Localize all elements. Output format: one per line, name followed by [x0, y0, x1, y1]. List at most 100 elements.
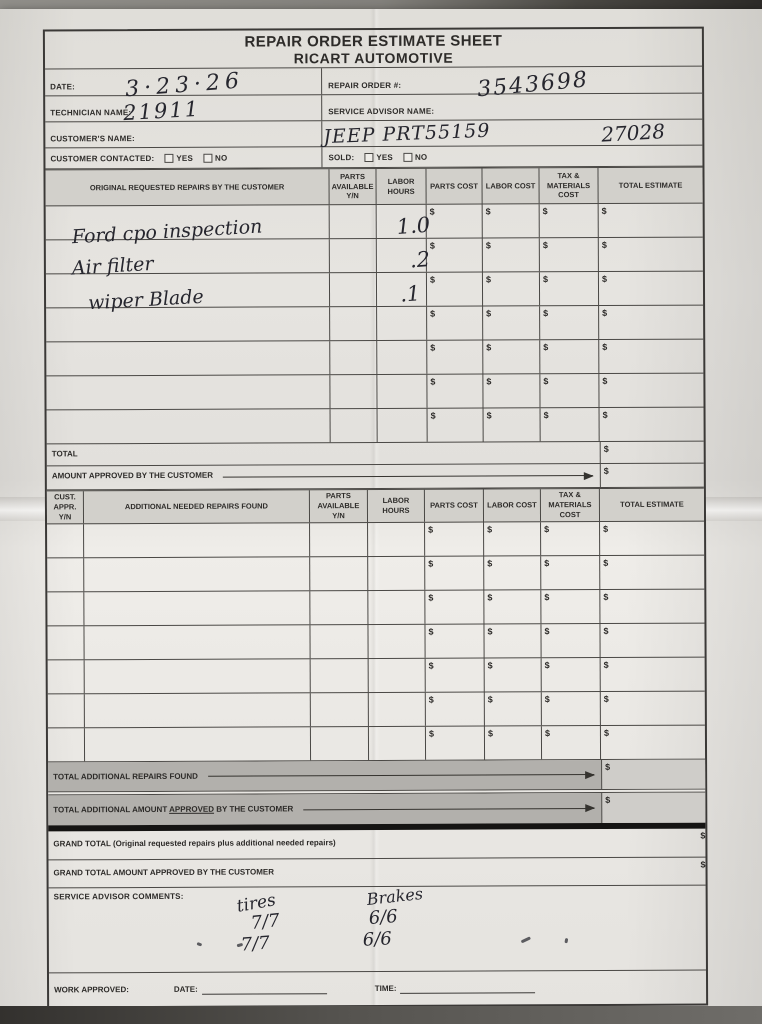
table1-row: Air filter .2 $ $ $ $: [45, 237, 703, 279]
dollar-sign: $: [487, 592, 493, 603]
contacted-label: CUSTOMER CONTACTED:: [50, 153, 155, 163]
dollar-sign: $: [544, 592, 550, 603]
dollar-sign: $: [428, 694, 434, 705]
dollar-sign: $: [428, 660, 434, 671]
dollar-sign: $: [430, 376, 436, 387]
dollar-sign: $: [428, 558, 434, 569]
dollar-sign: $: [486, 410, 492, 421]
contacted-no-checkbox: [202, 153, 213, 163]
table1-header-parts-available: PARTS AVAILABLE Y/N: [329, 168, 377, 205]
customer-label: CUSTOMER'S NAME:: [50, 134, 135, 144]
table2-row: $ $ $ $: [47, 555, 705, 593]
dollar-sign: $: [487, 694, 493, 705]
grand-total-approved-cell: $: [697, 858, 705, 885]
table1-header-labor-hours: LABOR HOURS: [376, 168, 427, 204]
grand-total-approved-row: GRAND TOTAL AMOUNT APPROVED BY THE CUSTO…: [48, 857, 706, 889]
dollar-sign: $: [601, 239, 607, 251]
sold-label: SOLD:: [328, 152, 355, 162]
table1-total-row: TOTAL $: [46, 441, 704, 467]
dollar-sign: $: [603, 727, 609, 739]
dollar-sign: $: [430, 308, 436, 319]
dollar-sign: $: [428, 626, 434, 637]
paper-sheet: REPAIR ORDER ESTIMATE SHEET RICART AUTOM…: [0, 9, 762, 1009]
table1-header-tax-materials: TAX & MATERIALS COST: [539, 168, 599, 204]
table1-row: $ $ $ $: [46, 373, 704, 411]
handwritten-tires-front: 7/7: [249, 909, 281, 934]
work-approved-row: WORK APPROVED: DATE: TIME:: [49, 971, 706, 1007]
dollar-sign: $: [486, 376, 492, 387]
pen-mark: [520, 936, 532, 944]
table2-row: $ $ $ $: [47, 691, 705, 729]
service-advisor-comments: SERVICE ADVISOR COMMENTS: tires 7/7 7/7 …: [48, 884, 706, 974]
sold-no-label: NO: [414, 152, 428, 162]
dollar-sign: $: [601, 273, 607, 285]
total-additional-approved-cell: $: [601, 792, 706, 824]
handwritten-hours-3: .1: [399, 281, 421, 307]
approved-amount-cell: $: [599, 463, 704, 488]
dollar-sign: $: [542, 206, 548, 217]
table2-row: $ $ $ $: [47, 521, 705, 559]
dollar-sign: $: [430, 410, 436, 421]
dollar-sign: $: [429, 206, 435, 217]
comments-label: SERVICE ADVISOR COMMENTS:: [53, 891, 184, 902]
table2-row: $ $ $ $: [47, 589, 705, 627]
table1-header-labor-cost: LABOR COST: [482, 168, 540, 204]
dollar-sign: $: [601, 205, 607, 217]
technician-label: TECHNICIAN NAME:: [50, 108, 132, 118]
grand-total-row: GRAND TOTAL (Original requested repairs …: [48, 828, 706, 861]
handwritten-hours-1: 1.0: [395, 212, 431, 240]
total-additional-repairs-row: TOTAL ADDITIONAL REPAIRS FOUND $: [48, 759, 706, 793]
work-date-label: DATE:: [173, 984, 198, 994]
table2-header-description: ADDITIONAL NEEDED REPAIRS FOUND: [83, 490, 311, 524]
dollar-sign: $: [602, 375, 608, 387]
dollar-sign: $: [486, 342, 492, 353]
dollar-sign: $: [544, 694, 550, 705]
dollar-sign: $: [603, 443, 609, 455]
total-label: TOTAL: [51, 449, 78, 459]
table2-row: $ $ $ $: [47, 725, 706, 763]
sold-field: SOLD: YES NO: [321, 145, 703, 168]
info-row-contacted: CUSTOMER CONTACTED: YES NO SOLD: YES NO: [45, 145, 703, 170]
amount-approved-row: AMOUNT APPROVED BY THE CUSTOMER $: [46, 463, 704, 491]
sold-no-checkbox: [402, 152, 412, 162]
dollar-sign: $: [602, 341, 608, 353]
contacted-yes-checkbox: [164, 153, 174, 163]
table2-header-cust-appr: CUST. APPR. Y/N: [46, 491, 85, 524]
dollar-sign: $: [485, 206, 491, 217]
handwritten-brakes-rear: 6/6: [362, 928, 393, 951]
dollar-sign: $: [542, 240, 548, 251]
dollar-sign: $: [487, 660, 493, 671]
dollar-sign: $: [485, 274, 492, 285]
dollar-sign: $: [700, 859, 706, 870]
work-time-label: TIME:: [374, 983, 397, 994]
table1-header: ORIGINAL REQUESTED REPAIRS BY THE CUSTOM…: [45, 166, 703, 207]
table2-row: $ $ $ $: [47, 657, 705, 695]
table-surface: [0, 1006, 762, 1024]
dollar-sign: $: [544, 660, 550, 671]
dollar-sign: $: [485, 240, 491, 251]
total-additional-amount-cell: $: [601, 759, 706, 790]
dollar-sign: $: [603, 591, 609, 603]
grand-total-approved-label: GRAND TOTAL AMOUNT APPROVED BY THE CUSTO…: [53, 867, 275, 878]
total-additional-approved-label: TOTAL ADDITIONAL AMOUNT APPROVED BY THE …: [53, 804, 294, 815]
contacted-no-label: NO: [214, 153, 228, 163]
dollar-sign: $: [542, 274, 548, 285]
table2-row: $ $ $ $: [47, 623, 705, 661]
total-additional-approved-row: TOTAL ADDITIONAL AMOUNT APPROVED BY THE …: [48, 792, 706, 826]
table1-header-description: ORIGINAL REQUESTED REPAIRS BY THE CUSTOM…: [45, 169, 330, 206]
dollar-sign: $: [543, 308, 549, 319]
table1-row: wiper Blade .1 $ $ $ $: [45, 271, 704, 314]
table2-header-labor-hours: LABOR HOURS: [367, 489, 426, 523]
pen-mark: [564, 937, 569, 944]
form-title: REPAIR ORDER ESTIMATE SHEET RICART AUTOM…: [44, 28, 703, 70]
handwritten-stock-number: 27028: [600, 119, 666, 147]
contacted-yes-label: YES: [176, 153, 194, 163]
dollar-sign: $: [700, 830, 706, 841]
dollar-sign: $: [487, 728, 493, 739]
sold-yes-label: YES: [376, 152, 393, 162]
handwritten-tires-rear: 7/7: [240, 932, 271, 956]
handwritten-brakes-front: 6/6: [368, 905, 399, 930]
table2-header-parts-available: PARTS AVAILABLE Y/N: [309, 490, 369, 523]
dollar-sign: $: [487, 558, 493, 569]
